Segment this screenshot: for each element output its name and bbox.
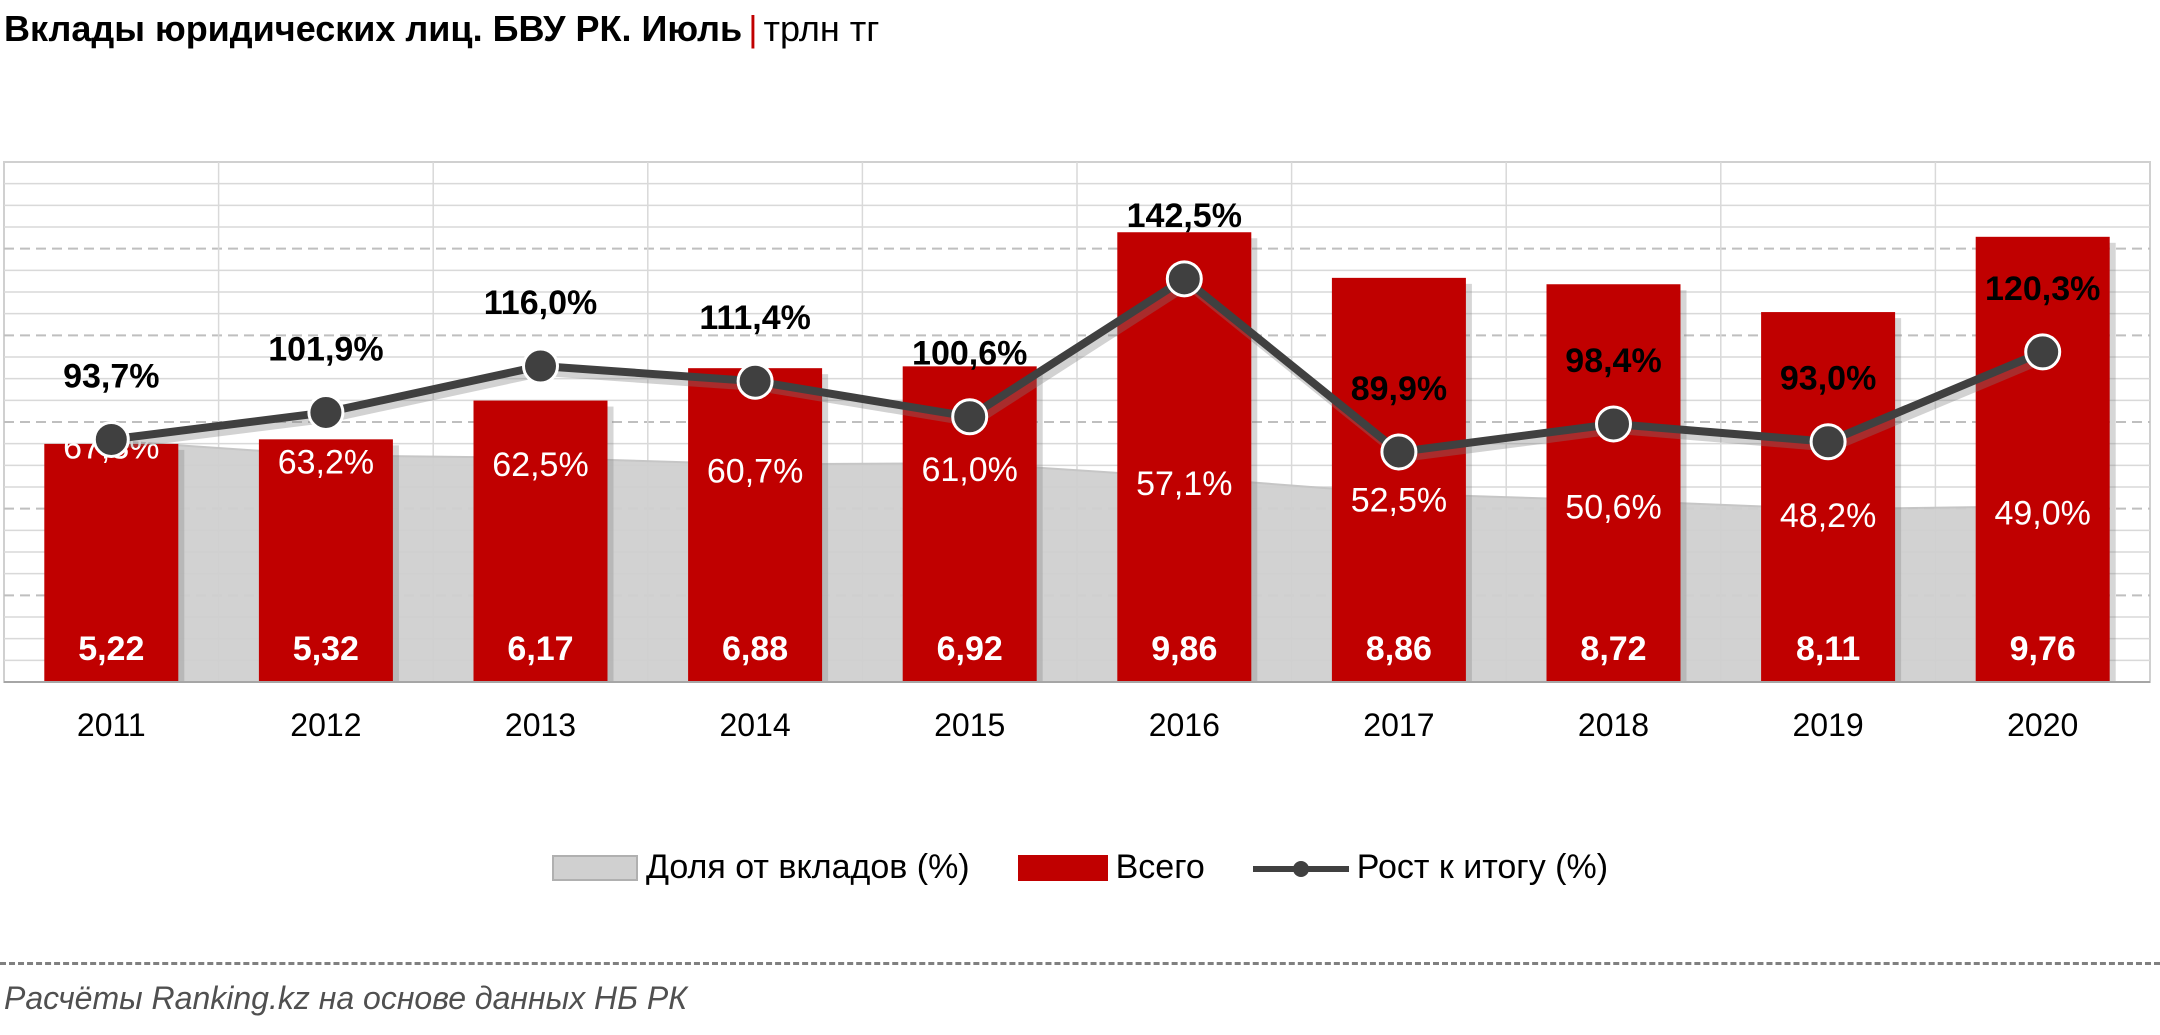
legend-label-area: Доля от вкладов (%) xyxy=(645,848,970,886)
growth-label: 101,9% xyxy=(268,330,383,368)
share-label: 62,5% xyxy=(492,446,588,484)
line-point-2017 xyxy=(1380,433,1418,471)
share-label: 60,7% xyxy=(707,452,803,490)
bar-2014 xyxy=(688,368,823,682)
growth-label: 93,7% xyxy=(63,357,159,395)
line-point-2014 xyxy=(736,362,774,400)
line-point-2019 xyxy=(1809,423,1847,461)
line-point-2020 xyxy=(2024,333,2062,371)
bar-value-label: 6,88 xyxy=(722,630,788,668)
chart-title-unit: трлн тг xyxy=(763,8,880,49)
share-label: 49,0% xyxy=(1994,494,2090,532)
bar-value-label: 6,92 xyxy=(937,630,1003,668)
bar-value-label: 9,76 xyxy=(2010,630,2076,668)
legend-label-line: Рост к итогу (%) xyxy=(1356,848,1609,886)
bar-2019 xyxy=(1761,312,1896,682)
chart-title: Вклады юридических лиц. БВУ РК. Июль | трл… xyxy=(4,8,879,50)
bar-2013 xyxy=(473,400,608,682)
title-separator: | xyxy=(748,8,758,49)
x-tick-label: 2014 xyxy=(720,707,791,743)
share-label: 61,0% xyxy=(921,451,1017,489)
bar-2016 xyxy=(1117,232,1252,683)
share-label: 50,6% xyxy=(1565,489,1661,527)
x-tick-label: 2011 xyxy=(77,707,146,743)
footer-divider xyxy=(0,962,2160,965)
bar-2011 xyxy=(44,443,179,682)
source-note: Расчёты Ranking.kz на основе данных НБ Р… xyxy=(4,980,688,1016)
legend-swatch-bar xyxy=(1017,854,1108,881)
line-point-2015 xyxy=(951,398,989,436)
x-tick-label: 2015 xyxy=(934,707,1005,743)
legend-item-line: Рост к итогу (%) xyxy=(1252,848,1609,887)
share-label: 52,5% xyxy=(1351,482,1447,520)
chart-legend: Доля от вкладов (%) Всего Рост к итогу (… xyxy=(0,848,2160,887)
bar-value-label: 8,11 xyxy=(1796,630,1860,668)
x-tick-label: 2012 xyxy=(290,707,361,743)
growth-label: 93,0% xyxy=(1780,360,1876,398)
bar-2018 xyxy=(1546,284,1681,682)
share-label: 57,1% xyxy=(1136,465,1232,503)
bar-value-label: 8,86 xyxy=(1366,630,1432,668)
growth-label: 111,4% xyxy=(699,299,811,337)
line-point-2013 xyxy=(522,347,559,385)
x-tick-label: 2016 xyxy=(1149,707,1220,743)
growth-label: 116,0% xyxy=(484,284,597,322)
bar-value-label: 6,17 xyxy=(507,630,573,668)
line-series-shadow xyxy=(114,277,2049,463)
legend-item-area: Доля от вкладов (%) xyxy=(551,848,970,887)
x-tick-label: 2020 xyxy=(2007,707,2078,743)
legend-swatch-line xyxy=(1252,855,1349,881)
growth-label: 98,4% xyxy=(1565,342,1661,380)
legend-item-bar: Всего xyxy=(1017,848,1205,887)
x-tick-label: 2013 xyxy=(505,707,576,743)
bar-2017 xyxy=(1331,277,1466,682)
line-series-growth xyxy=(110,274,2045,456)
growth-label: 89,9% xyxy=(1351,370,1447,408)
x-tick-label: 2018 xyxy=(1578,707,1649,743)
x-tick-label: 2017 xyxy=(1363,707,1434,743)
legend-label-bar: Всего xyxy=(1115,848,1205,886)
share-label: 63,2% xyxy=(278,443,374,481)
line-point-2016 xyxy=(1165,260,1203,298)
line-point-2018 xyxy=(1595,405,1632,443)
line-point-2012 xyxy=(307,393,345,431)
line-point-2011 xyxy=(92,420,130,458)
legend-swatch-area xyxy=(551,854,638,881)
bar-2020 xyxy=(1975,236,2110,683)
growth-label: 142,5% xyxy=(1127,197,1242,235)
growth-label: 100,6% xyxy=(912,335,1027,373)
bar-2012 xyxy=(258,439,393,682)
growth-label: 120,3% xyxy=(1985,270,2100,308)
share-label: 48,2% xyxy=(1780,497,1876,535)
bar-value-label: 9,86 xyxy=(1151,630,1217,668)
bar-value-label: 5,22 xyxy=(78,630,144,668)
chart-title-main: Вклады юридических лиц. БВУ РК. Июль xyxy=(4,8,743,49)
x-tick-label: 2019 xyxy=(1793,707,1864,743)
chart-canvas: 5,22 5,32 6,17 6,88 6,92 9,86 8,86 8,72 8,11 9,76… xyxy=(3,161,2151,743)
bar-value-label: 8,72 xyxy=(1580,630,1646,668)
bar-value-label: 5,32 xyxy=(293,630,359,668)
